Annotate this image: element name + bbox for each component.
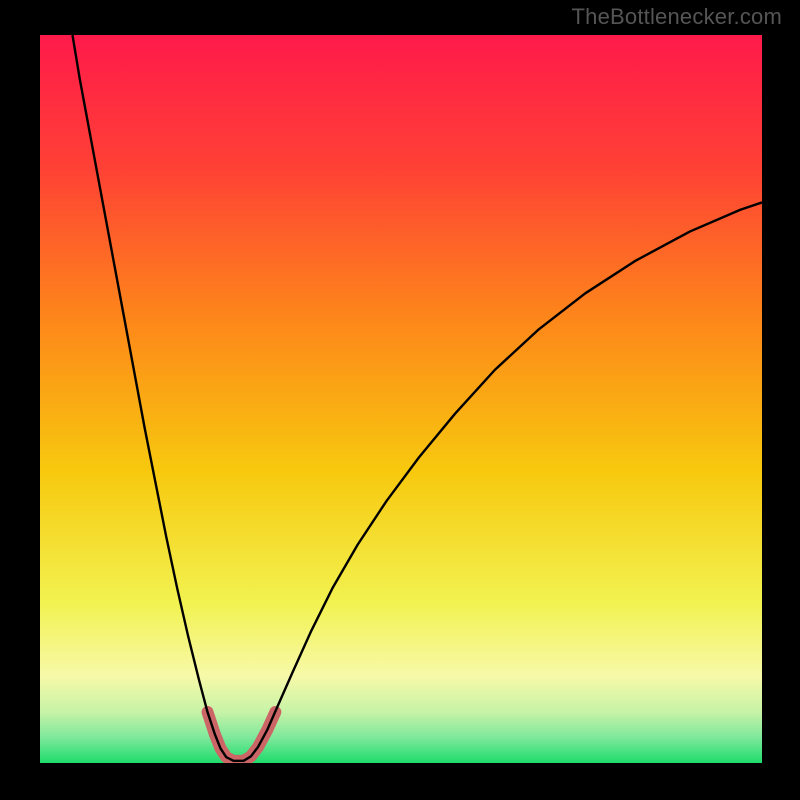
plot-background bbox=[40, 35, 762, 763]
figure-root: TheBottlenecker.com bbox=[0, 0, 800, 800]
plot-area bbox=[40, 35, 762, 763]
watermark-text: TheBottlenecker.com bbox=[572, 4, 782, 30]
